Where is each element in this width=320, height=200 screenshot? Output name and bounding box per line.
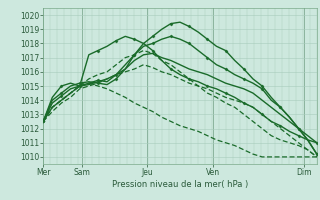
X-axis label: Pression niveau de la mer( hPa ): Pression niveau de la mer( hPa ): [112, 180, 248, 189]
